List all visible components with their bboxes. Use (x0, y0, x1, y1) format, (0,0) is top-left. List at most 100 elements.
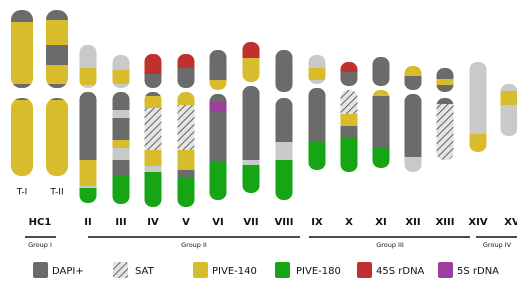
chromosome-band (113, 70, 130, 84)
chromosome-band (113, 92, 130, 110)
legend-label: SAT (135, 266, 155, 277)
chromosome-band (341, 62, 358, 72)
chromosome (178, 54, 195, 207)
chromosome-band (243, 86, 260, 160)
legend-swatch (33, 262, 48, 278)
chromosome-label: T-I (16, 188, 28, 198)
chromosome-band (46, 20, 68, 45)
legend-label: PIVE-180 (296, 266, 341, 277)
row-label: XIV (468, 217, 487, 228)
chromosome (11, 10, 33, 176)
chromosome-band (145, 150, 162, 166)
chromosome-band (210, 50, 227, 80)
legend-swatch (193, 262, 208, 278)
chromosome-band (11, 84, 33, 100)
legend-label: PIVE-140 (212, 266, 257, 277)
legend: DAPI+ SAT PIVE-140 PIVE-180 45S rDNA 5S rDNA (33, 262, 499, 278)
row-label: XII (405, 217, 420, 228)
row-label: XI (375, 217, 386, 228)
chromosome-band (276, 142, 293, 160)
chromosome-band (341, 90, 358, 114)
chromosome-band (210, 102, 227, 112)
row-label: IX (311, 217, 323, 228)
chromosome-band (113, 118, 130, 140)
chromosome-band (405, 157, 422, 172)
chromosome (46, 10, 68, 176)
chromosome-band (113, 110, 130, 118)
chromosome (243, 42, 260, 193)
row-label: VII (243, 217, 258, 228)
chromosome-band (46, 45, 68, 65)
chromosome (80, 45, 97, 203)
chromosome-band (113, 84, 130, 88)
chromosomes (11, 10, 517, 207)
legend-swatch (438, 262, 453, 278)
group-label: Group IV (483, 241, 512, 249)
chromosome-band (11, 10, 33, 22)
chromosome-band (145, 96, 162, 108)
chromosome (373, 57, 390, 168)
chromosome-band (309, 80, 326, 84)
chromosome (437, 68, 454, 160)
chromosome (113, 55, 130, 204)
chromosome-band (341, 114, 358, 126)
chromosome-band (341, 72, 358, 86)
legend-swatch (275, 262, 290, 278)
chromosome-band (501, 105, 517, 136)
chromosome-band (178, 105, 195, 150)
chromosome-band (309, 68, 326, 80)
legend-label: 5S rDNA (457, 266, 499, 277)
chromosome-band (373, 96, 390, 148)
chromosome-label: T-II (49, 188, 63, 198)
row-label: V (182, 217, 190, 228)
chromosome (405, 66, 422, 172)
chromosome-band (501, 84, 517, 91)
chromosome-band (113, 148, 130, 160)
chromosome-band (405, 76, 422, 90)
chromosome-band (470, 62, 487, 134)
chromosome-band (113, 160, 130, 175)
chromosome-band (243, 58, 260, 82)
chromosome-band (80, 85, 97, 88)
chromosome (309, 55, 326, 170)
chromosome-band (276, 160, 293, 200)
chromosome-band (373, 90, 390, 96)
chromosome-band (243, 165, 260, 193)
chromosome-band (113, 175, 130, 204)
legend-label: 45S rDNA (376, 266, 425, 277)
row-label: III (115, 217, 126, 228)
chromosome-band (210, 94, 227, 102)
chromosome-band (178, 92, 195, 105)
chromosome-band (145, 74, 162, 88)
chromosome-band (80, 188, 97, 203)
chromosome-band (373, 57, 390, 86)
chromosome-band (178, 68, 195, 88)
chromosome-band (341, 126, 358, 138)
chromosome-band (437, 85, 454, 92)
row-label: VIII (275, 217, 294, 228)
chromosome (501, 84, 517, 136)
chromosome-band (309, 142, 326, 170)
legend-label: DAPI+ (52, 266, 84, 277)
row-label: XV (504, 217, 517, 228)
chromosome-band (470, 134, 487, 152)
chromosome-band (11, 22, 33, 88)
chromosome-band (501, 91, 517, 105)
chromosome-band (210, 112, 227, 162)
chromosome-band (341, 138, 358, 172)
row-label: VI (212, 217, 223, 228)
chromosome-band (80, 92, 97, 160)
chromosome-band (276, 98, 293, 142)
chromosome-band (145, 108, 162, 150)
chromosome-band (309, 55, 326, 68)
chromosome-band (113, 140, 130, 148)
chromosome (470, 62, 487, 152)
chromosome-band (437, 68, 454, 79)
chromosome-band (405, 66, 422, 76)
group-label: Group I (28, 241, 52, 249)
legend-swatch (113, 262, 128, 278)
chromosome-band (145, 92, 162, 96)
chromosome-band (80, 45, 97, 68)
chromosome-band (405, 94, 422, 157)
chromosome (276, 50, 293, 200)
